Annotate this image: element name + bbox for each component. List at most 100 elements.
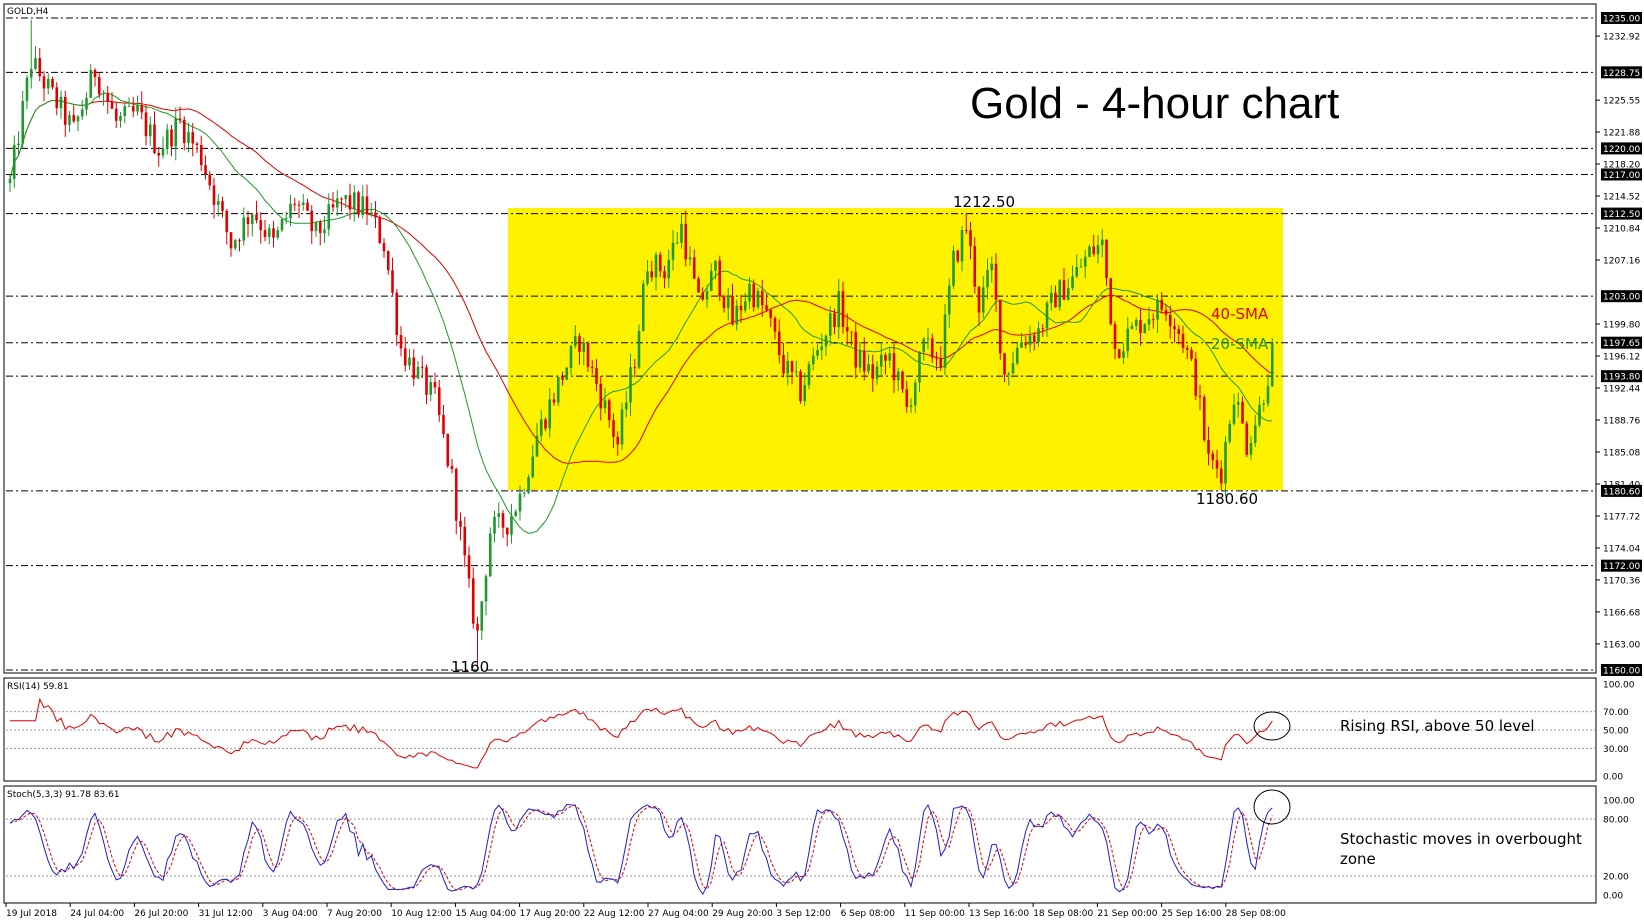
candle-body bbox=[816, 350, 819, 356]
price-level-label: 1193.80 bbox=[1603, 373, 1640, 383]
price-level-box bbox=[1601, 207, 1642, 220]
candle-body bbox=[748, 283, 751, 302]
candle-body bbox=[735, 305, 739, 325]
candle-body bbox=[1113, 324, 1117, 350]
price-level-label: 1197.65 bbox=[1603, 339, 1640, 349]
candle-body bbox=[1100, 239, 1104, 246]
candle-body bbox=[1258, 404, 1261, 426]
candle-body bbox=[722, 296, 726, 309]
candle-body bbox=[51, 78, 54, 88]
candle-body bbox=[110, 102, 114, 109]
candle-body bbox=[1075, 266, 1079, 277]
candle-body bbox=[344, 195, 348, 199]
candle-body bbox=[1071, 276, 1074, 289]
candle-body bbox=[1049, 292, 1053, 303]
price-level-label: 1172.00 bbox=[1603, 562, 1640, 572]
candle-body bbox=[845, 327, 849, 332]
candle-body bbox=[433, 382, 437, 388]
candle-body bbox=[858, 350, 862, 368]
price-level-box bbox=[1601, 664, 1642, 676]
candle-body bbox=[63, 96, 67, 125]
candle-body bbox=[1079, 266, 1083, 268]
candle-body bbox=[1207, 440, 1210, 454]
time-tick-label: 24 Jul 04:00 bbox=[70, 909, 124, 919]
candle-body bbox=[416, 366, 420, 379]
candle-body bbox=[833, 313, 836, 328]
candle-body bbox=[157, 152, 161, 156]
candle-body bbox=[76, 116, 80, 122]
price-level-label: 1217.00 bbox=[1603, 171, 1640, 181]
candle-body bbox=[340, 198, 343, 200]
candle-body bbox=[1003, 353, 1006, 375]
candle-body bbox=[671, 242, 675, 260]
price-tick-label: 1188.76 bbox=[1603, 416, 1640, 426]
candle-body bbox=[46, 78, 50, 89]
low-label: 1160 bbox=[451, 658, 489, 676]
candle-body bbox=[913, 382, 917, 406]
candle-body bbox=[1173, 326, 1176, 330]
candle-body bbox=[824, 335, 828, 347]
price-tick-label: 1177.72 bbox=[1603, 512, 1640, 522]
candle-body bbox=[348, 195, 352, 210]
candle-body bbox=[484, 576, 488, 602]
price-level-label: 1228.75 bbox=[1603, 69, 1640, 79]
candle-body bbox=[204, 165, 207, 175]
candle-body bbox=[599, 383, 603, 409]
candle-body bbox=[773, 317, 777, 332]
candle-body bbox=[17, 143, 20, 146]
candle-body bbox=[565, 367, 569, 380]
price-tick-label: 1196.12 bbox=[1603, 352, 1640, 362]
candle-body bbox=[1168, 314, 1172, 327]
candle-body bbox=[242, 217, 246, 241]
candle-body bbox=[531, 456, 535, 478]
candle-body bbox=[391, 270, 394, 293]
candle-body bbox=[786, 361, 790, 374]
candle-body bbox=[463, 526, 467, 556]
time-tick-label: 26 Jul 20:00 bbox=[134, 909, 188, 919]
candle-body bbox=[1160, 299, 1164, 310]
time-tick-label: 13 Sep 16:00 bbox=[969, 909, 1029, 919]
price-tick-label: 1181.40 bbox=[1603, 480, 1640, 490]
candle-body bbox=[97, 77, 101, 95]
candle-body bbox=[675, 242, 679, 244]
candle-body bbox=[399, 335, 403, 349]
candle-body bbox=[612, 420, 615, 437]
time-tick-label: 25 Sep 16:00 bbox=[1162, 909, 1222, 919]
candle-body bbox=[680, 223, 683, 243]
candle-body bbox=[1092, 246, 1096, 255]
candle-body bbox=[153, 124, 156, 153]
rsi-highlight-circle bbox=[1253, 711, 1291, 741]
candle-body bbox=[119, 116, 122, 121]
candle-body bbox=[454, 468, 458, 521]
price-level-box bbox=[1601, 168, 1642, 181]
candle-body bbox=[582, 342, 586, 352]
candle-body bbox=[718, 260, 722, 297]
stoch-tick-label: 0.00 bbox=[1603, 892, 1623, 902]
candle-body bbox=[1024, 342, 1028, 346]
candle-body bbox=[663, 271, 666, 279]
candle-body bbox=[1151, 319, 1155, 321]
candle-body bbox=[12, 145, 16, 179]
candle-body bbox=[476, 623, 479, 631]
candle-body bbox=[1266, 386, 1270, 404]
candle-body bbox=[1190, 349, 1193, 359]
candle-body bbox=[1083, 256, 1087, 267]
candle-body bbox=[165, 129, 169, 149]
sma40-label: 40-SMA bbox=[1211, 305, 1269, 323]
candle-body bbox=[284, 218, 288, 220]
price-tick-label: 1185.08 bbox=[1603, 448, 1640, 458]
candle-body bbox=[272, 228, 275, 238]
candle-body bbox=[102, 93, 105, 95]
candle-body bbox=[59, 96, 63, 109]
price-panel-frame bbox=[3, 3, 1597, 674]
price-tick-label: 1174.04 bbox=[1603, 544, 1640, 554]
candle-body bbox=[136, 105, 139, 112]
price-level-box bbox=[1601, 12, 1642, 24]
candle-body bbox=[357, 192, 360, 215]
candle-body bbox=[1054, 292, 1057, 308]
time-tick-label: 11 Sep 00:00 bbox=[905, 909, 965, 919]
candle-body bbox=[803, 385, 807, 402]
symbol-label: GOLD,H4 bbox=[7, 7, 49, 17]
candle-body bbox=[1156, 299, 1159, 320]
